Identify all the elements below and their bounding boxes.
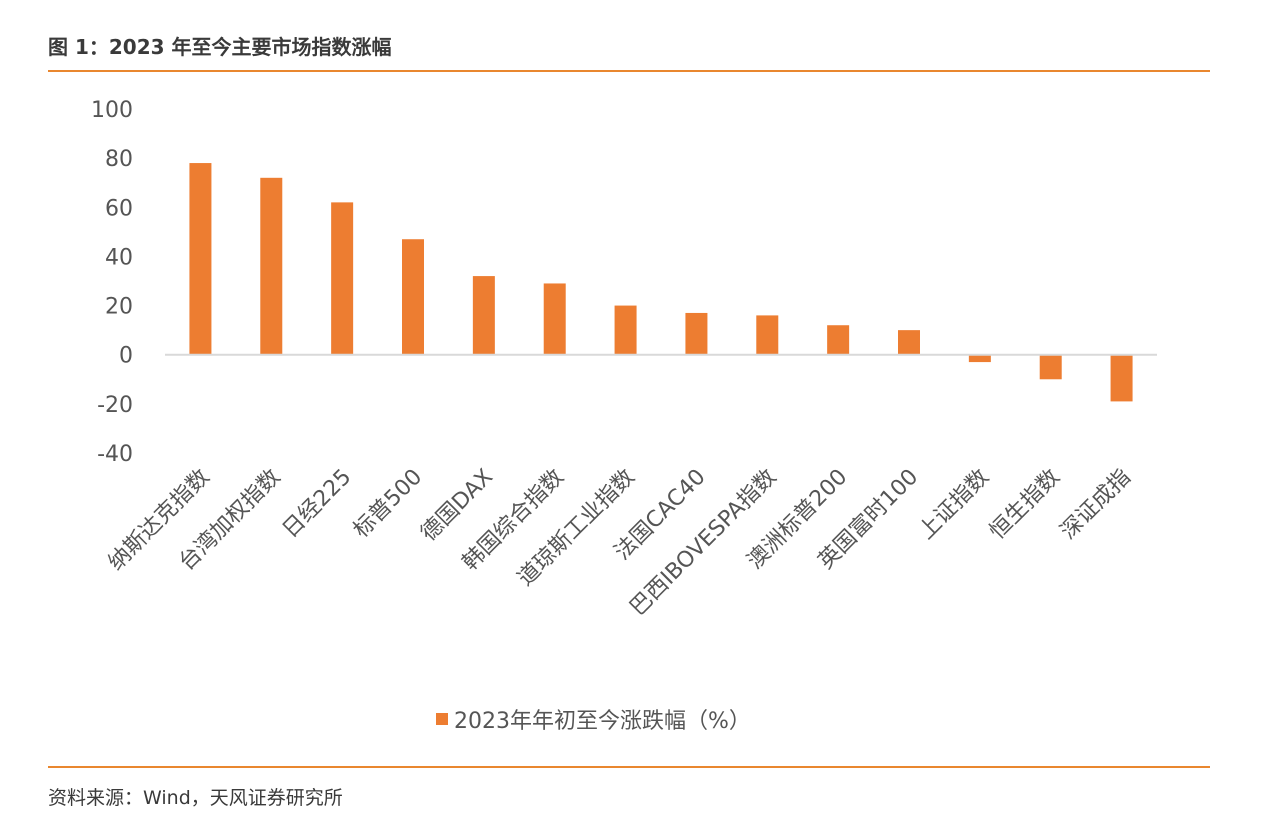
title-divider — [48, 70, 1210, 72]
bar — [189, 163, 212, 355]
bar — [898, 330, 920, 355]
y-tick-label: 100 — [91, 98, 133, 123]
x-tick-label: 日经225 — [278, 465, 356, 543]
y-tick-label: 80 — [105, 147, 133, 172]
footer-divider — [48, 766, 1210, 768]
bar — [402, 239, 424, 355]
x-tick-label: 恒生指数 — [985, 465, 1065, 545]
bar — [685, 312, 708, 355]
bar — [1110, 354, 1133, 402]
bar — [756, 315, 779, 355]
bar — [968, 354, 991, 363]
source-note: 资料来源：Wind，天风证券研究所 — [48, 787, 343, 809]
bar — [827, 325, 850, 355]
bar — [1039, 354, 1062, 380]
legend: 2023年年初至今涨跌幅（%） — [436, 703, 751, 735]
y-tick-label: 40 — [105, 245, 133, 270]
bar — [614, 305, 637, 355]
legend-swatch — [436, 713, 448, 725]
bar — [331, 202, 354, 355]
figure-title: 图 1：2023 年至今主要市场指数涨幅 — [48, 35, 392, 59]
y-tick-label: 0 — [119, 344, 133, 369]
bar — [543, 283, 566, 355]
y-tick-label: -20 — [97, 393, 133, 418]
y-axis: 100 80 60 40 20 0 -20 -40 — [91, 98, 133, 467]
y-tick-label: 20 — [105, 295, 133, 320]
x-tick-label: 标普500 — [349, 465, 427, 543]
x-tick-label: 深证成指 — [1056, 465, 1136, 545]
legend-label: 2023年年初至今涨跌幅（%） — [454, 709, 751, 734]
y-tick-label: 60 — [105, 196, 133, 221]
y-tick-label: -40 — [97, 442, 133, 467]
bars — [189, 163, 1133, 402]
x-tick-label: 上证指数 — [914, 465, 994, 545]
bar — [260, 177, 283, 355]
x-axis-labels: 纳斯达克指数台湾加权指数日经225标普500德国DAX韩国综合指数道琼斯工业指数… — [104, 465, 1136, 621]
bar — [472, 276, 495, 355]
